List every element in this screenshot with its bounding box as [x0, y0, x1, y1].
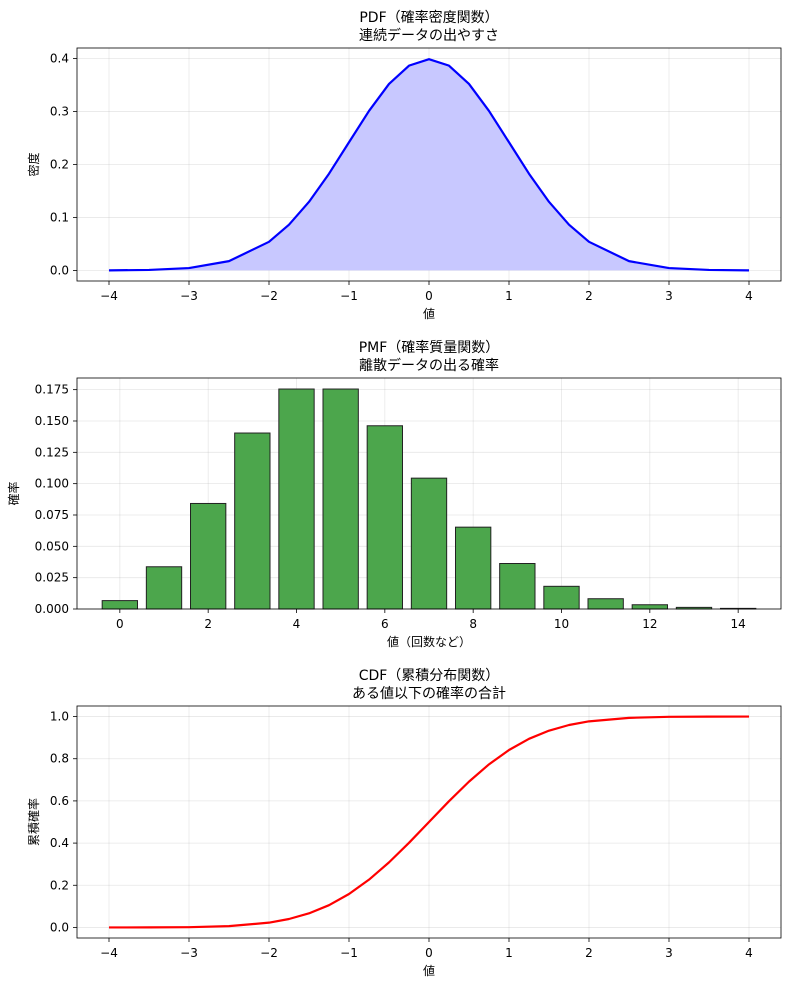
- y-axis-label: 密度: [26, 152, 41, 176]
- x-tick-label: −2: [260, 946, 278, 960]
- x-tick-label: −4: [100, 289, 118, 303]
- chart-subtitle: ある値以下の確率の合計: [352, 685, 506, 702]
- x-tick-label: 3: [665, 289, 673, 303]
- x-tick-label: −4: [100, 946, 118, 960]
- y-tick-label: 0.000: [35, 602, 69, 616]
- y-tick-label: 0.3: [50, 105, 69, 119]
- grid: [77, 706, 781, 938]
- x-tick-label: −3: [180, 289, 198, 303]
- x-axis-label: 値: [423, 963, 435, 978]
- y-tick-label: 0.125: [35, 445, 69, 459]
- y-tick-label: 0.8: [50, 752, 69, 766]
- x-tick-label: 4: [745, 946, 753, 960]
- bar-4: [278, 388, 315, 610]
- x-tick-label: 2: [585, 289, 593, 303]
- x-tick-label: 2: [204, 617, 212, 631]
- y-tick-label: 0.050: [35, 539, 69, 553]
- bar-7: [410, 477, 448, 610]
- x-tick-label: 1: [505, 946, 513, 960]
- bar-11: [587, 598, 624, 610]
- bar-2: [190, 502, 227, 610]
- chart-panel-2: PMF（確率質量関数）離散データの出る確率 0 2 4 6 8 10 12 14 0.000 0.0…: [6, 339, 782, 649]
- plot-frame: [76, 377, 782, 610]
- bar-5: [322, 388, 359, 610]
- y-axis-label: 確率: [6, 481, 21, 505]
- chart-title: PDF（確率密度関数）: [359, 9, 498, 26]
- y-tick-label: 0.4: [50, 52, 69, 66]
- y-tick-label: 0.025: [35, 571, 69, 585]
- y-tick-label: 0.2: [50, 158, 69, 172]
- chart-subtitle: 離散データの出る確率: [359, 357, 499, 374]
- series-line: [108, 715, 750, 929]
- area-fill: [109, 59, 749, 271]
- x-tick-label: −1: [340, 289, 358, 303]
- y-tick-label: 0.2: [50, 878, 69, 892]
- bar-10: [543, 585, 580, 610]
- series-line: [108, 58, 750, 272]
- chart-title: PMF（確率質量関数）: [359, 339, 500, 356]
- bar-8: [454, 526, 492, 610]
- y-tick-label: 0.4: [50, 836, 69, 850]
- x-tick-label: −3: [180, 946, 198, 960]
- x-tick-label: 10: [554, 617, 569, 631]
- y-tick-label: 0.075: [35, 508, 69, 522]
- y-tick-label: 0.6: [50, 794, 69, 808]
- y-tick-label: 0.1: [50, 210, 69, 224]
- y-tick-label: 0.150: [35, 414, 69, 428]
- x-tick-label: 4: [745, 289, 753, 303]
- y-tick-label: 0.0: [50, 263, 69, 277]
- bar-12: [631, 604, 668, 610]
- y-tick-label: 1.0: [50, 710, 69, 724]
- x-tick-label: 3: [665, 946, 673, 960]
- x-tick-label: 6: [381, 617, 389, 631]
- bar-6: [366, 425, 404, 610]
- x-tick-label: 0: [425, 289, 433, 303]
- y-tick-label: 0.175: [35, 383, 69, 397]
- y-axis-label: 累積確率: [26, 798, 41, 846]
- x-tick-label: 2: [585, 946, 593, 960]
- bar-3: [234, 432, 271, 610]
- chart-panel-3: CDF（累積分布関数）ある値以下の確率の合計 −4 −3 −2 −1 0 1 2 3 4 0.0 0.…: [26, 668, 782, 978]
- x-tick-label: 8: [469, 617, 477, 631]
- x-tick-label: 0: [116, 617, 124, 631]
- chart-subtitle: 連続データの出やすさ: [359, 27, 499, 44]
- x-tick-label: −2: [260, 289, 278, 303]
- x-axis-label: 値: [423, 306, 435, 321]
- y-tick-label: 0.0: [50, 920, 69, 934]
- x-tick-label: 4: [293, 617, 301, 631]
- y-tick-label: 0.100: [35, 477, 69, 491]
- chart-title: CDF（累積分布関数）: [359, 668, 500, 684]
- x-tick-label: −1: [340, 946, 358, 960]
- chart-panel-1: PDF（確率密度関数）連続データの出やすさ −4 −3 −2 −1 0 1 2 3 4 0.0 0.1…: [26, 9, 782, 321]
- bar-1: [145, 566, 183, 610]
- x-tick-label: 1: [505, 289, 513, 303]
- bar-9: [499, 563, 536, 610]
- bar-0: [101, 600, 139, 610]
- x-tick-label: 12: [642, 617, 657, 631]
- x-tick-label: 14: [731, 617, 746, 631]
- x-tick-label: 0: [425, 946, 433, 960]
- x-axis-label: 値（回数など）: [387, 634, 471, 649]
